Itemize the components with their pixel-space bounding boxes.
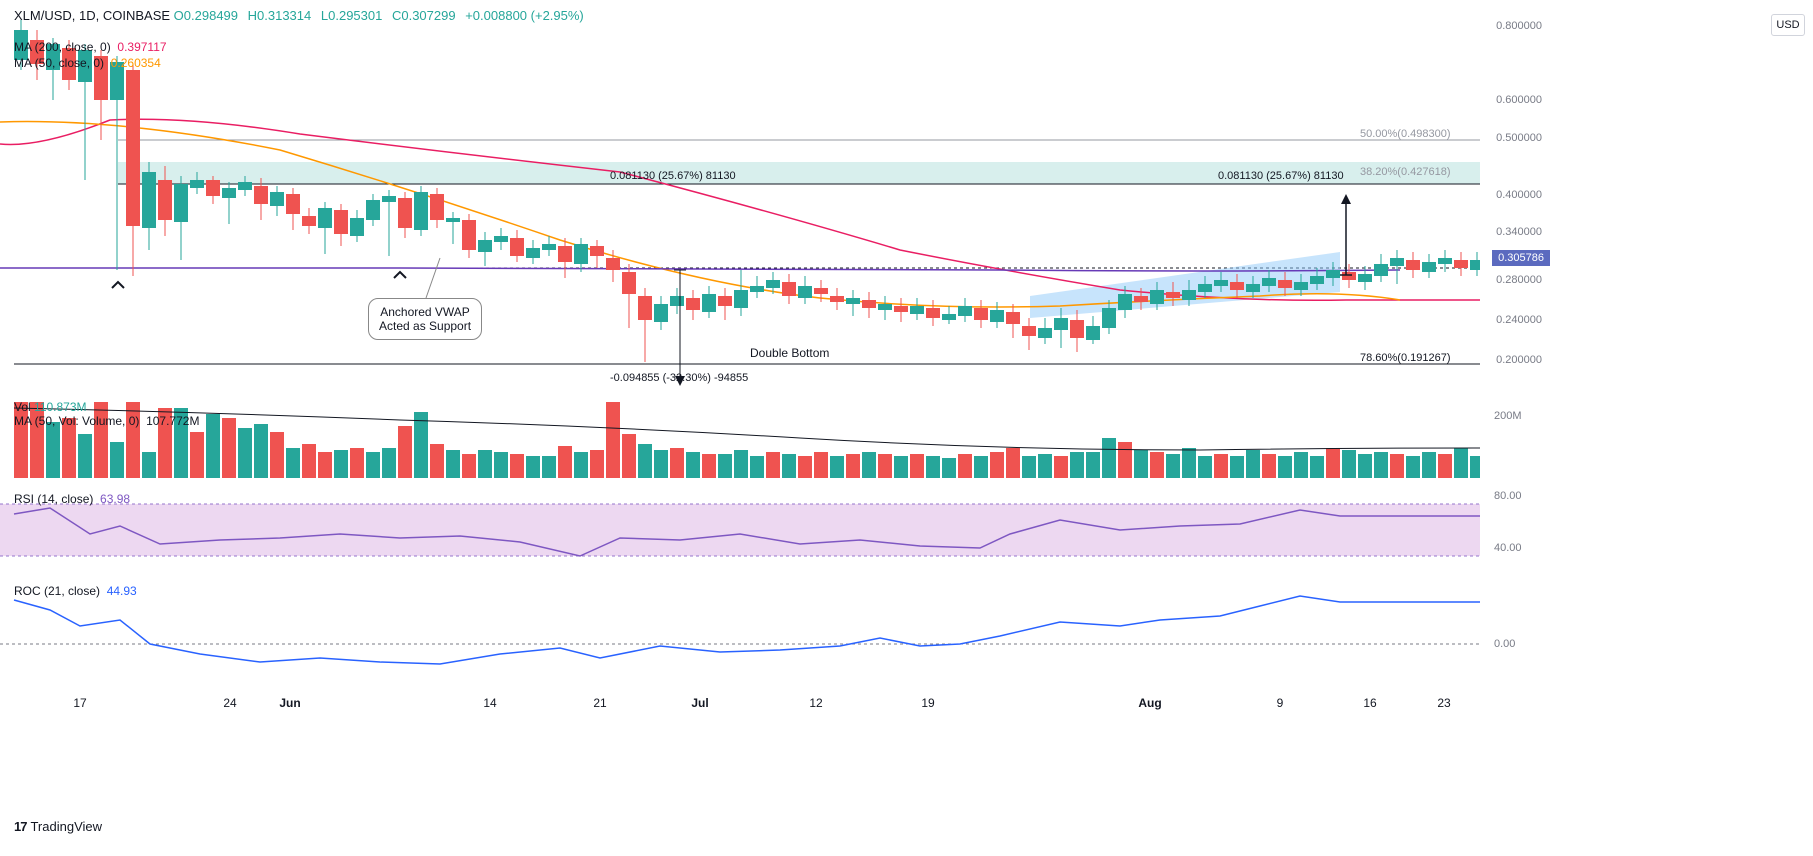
price-y-axis: 0.800000 0.600000 0.500000 0.400000 0.340000… [1480,0,1550,392]
price-panel[interactable] [0,0,1480,392]
rsi-panel[interactable]: RSI (14, close) 63.98 [0,490,1480,570]
ohlc-low: L0.295301 [321,8,382,23]
ohlc-change: +0.008800 (+2.95%) [465,8,584,23]
x-tick: 21 [593,696,606,710]
x-tick: 19 [921,696,934,710]
ohlc-open: O0.298499 [174,8,238,23]
volume-ma-label: MA (50, Vol: Volume, 0) 107.772M [14,414,199,428]
rsi-tick: 40.00 [1494,542,1805,554]
x-tick: Jul [691,696,708,710]
x-tick: 12 [809,696,822,710]
chart-container: USD XLM/USD, 1D, COINBASE O0.298499 H0.3… [0,0,1813,856]
price-tick: 0.200000 [1496,354,1542,366]
price-tick: 0.340000 [1496,226,1542,238]
volume-y-tick: 200M [1494,410,1805,422]
x-tick: 17 [73,696,86,710]
x-tick: 24 [223,696,236,710]
annotation-vwap-support: Anchored VWAPActed as Support [368,298,482,340]
price-tick: 0.280000 [1496,274,1542,286]
roc-panel[interactable]: ROC (21, close) 44.93 [0,582,1480,682]
symbol-text: XLM/USD, 1D, COINBASE [14,8,170,23]
currency-toggle[interactable]: USD [1771,14,1805,36]
roc-label: ROC (21, close) 44.93 [14,584,137,598]
price-tick: 0.500000 [1496,132,1542,144]
x-tick: 9 [1277,696,1284,710]
fib-label: 50.00%(0.498300) [1360,128,1451,140]
price-tick: 0.800000 [1496,20,1542,32]
ma200-label: MA (200, close, 0) 0.397117 [14,40,167,54]
current-price-tag: 0.305786 [1492,250,1550,266]
fib-label: 38.20%(0.427618) [1360,166,1451,178]
tradingview-watermark: 17TradingView [14,819,102,834]
fib-label: -0.094855 (-32.30%) -94855 [610,372,748,384]
price-tick: 0.240000 [1496,314,1542,326]
fib-tool-label: 0.081130 (25.67%) 81130 [1218,170,1344,182]
rsi-tick: 80.00 [1494,490,1805,502]
annotation-double-bottom: Double Bottom [750,346,829,360]
volume-label: Vol 110.873M [14,400,87,414]
fib-label: 78.60%(0.191267) [1360,352,1451,364]
x-tick: 14 [483,696,496,710]
x-axis: 17 24 Jun 14 21 Jul 12 19 Aug 9 16 23 [0,692,1480,722]
x-tick: Aug [1138,696,1161,710]
fib-label: 0.081130 (25.67%) 81130 [610,170,736,182]
price-tick: 0.400000 [1496,189,1542,201]
x-tick: Jun [279,696,300,710]
ohlc-high: H0.313314 [248,8,312,23]
symbol-header: XLM/USD, 1D, COINBASE O0.298499 H0.31331… [14,8,590,23]
roc-tick: 0.00 [1494,638,1805,650]
x-tick: 16 [1363,696,1376,710]
rsi-label: RSI (14, close) 63.98 [14,492,130,506]
ma50-label: MA (50, close, 0) 0.260354 [14,56,161,70]
ohlc-close: C0.307299 [392,8,456,23]
volume-panel[interactable]: Vol 110.873M MA (50, Vol: Volume, 0) 107… [0,398,1480,478]
x-tick: 23 [1437,696,1450,710]
price-tick: 0.600000 [1496,94,1542,106]
tv-logo-icon: 17 [14,819,26,834]
